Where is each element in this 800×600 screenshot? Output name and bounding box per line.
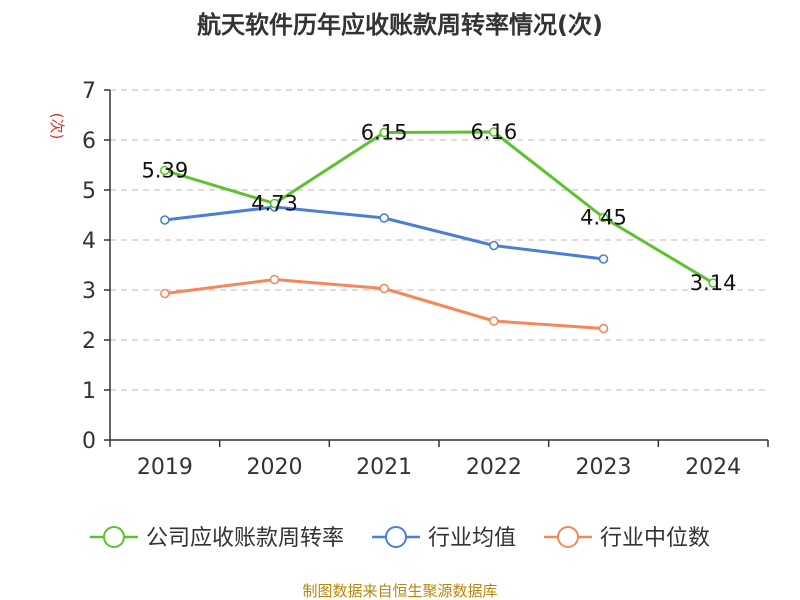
legend-marker-circle (102, 526, 125, 548)
axes: 0 1 2 3 4 5 6 7 2019 2020 2021 2022 2023 2024 (82, 79, 769, 480)
legend-item-0: 公司应收账款周转率 (89, 526, 344, 551)
legend-marker-circle (557, 526, 580, 548)
x-tick-label-2022: 2022 (466, 455, 522, 480)
y-tick-label: 1 (82, 379, 96, 404)
y-tick-label: 4 (82, 229, 96, 254)
data-point (160, 288, 170, 299)
series-lines (160, 127, 718, 334)
data-point (598, 212, 609, 223)
y-tick-label: 0 (82, 429, 96, 454)
series-0 (160, 127, 718, 288)
data-source-note: 制图数据来自恒生聚源数据库 (302, 582, 497, 600)
data-label: 4.45 (580, 206, 627, 230)
legend-item-1: 行业均值 (371, 526, 516, 551)
data-point (269, 274, 280, 285)
series-line-0 (163, 130, 715, 285)
data-point (598, 254, 609, 264)
data-point (160, 165, 170, 176)
data-point (379, 283, 389, 294)
data-label: 6.16 (470, 120, 517, 144)
data-label: 3.14 (690, 271, 737, 295)
y-axis-unit-label: (次) (48, 113, 66, 140)
data-label: 4.73 (251, 192, 298, 216)
legend-label: 行业中位数 (600, 526, 710, 551)
x-tick-label-2021: 2021 (356, 455, 412, 480)
y-tick-label: 3 (82, 279, 96, 304)
data-labels: 5.39 4.73 6.15 6.16 4.45 3.14 (141, 120, 736, 295)
legend-marker-circle (384, 526, 407, 548)
x-tick-label-2020: 2020 (247, 455, 303, 480)
y-tick-label: 6 (82, 129, 96, 154)
chart-title: 航天软件历年应收账款周转率情况(次) (197, 11, 603, 39)
series-1 (160, 202, 609, 264)
legend: 公司应收账款周转率 行业均值 行业中位数 (89, 526, 710, 551)
y-tick-label: 7 (82, 79, 96, 104)
y-tick-label: 5 (82, 179, 96, 204)
data-point (379, 127, 389, 138)
data-point (379, 213, 389, 223)
data-label: 5.39 (141, 159, 188, 183)
x-tick-label-2024: 2024 (685, 455, 741, 480)
x-tick-label-2023: 2023 (576, 455, 632, 480)
legend-label: 行业均值 (428, 526, 516, 551)
legend-label: 公司应收账款周转率 (146, 526, 344, 551)
data-point (708, 278, 718, 288)
x-tick-label-2019: 2019 (137, 455, 193, 480)
data-point (269, 198, 280, 209)
data-point (160, 215, 170, 225)
data-point (489, 127, 499, 137)
grid-lines (110, 89, 768, 391)
data-label: 6.15 (361, 121, 408, 145)
series-2 (160, 274, 609, 334)
data-point (489, 316, 499, 326)
data-point (598, 323, 609, 334)
data-point (489, 240, 499, 251)
y-tick-label: 2 (82, 329, 96, 354)
legend-item-2: 行业中位数 (544, 526, 710, 551)
